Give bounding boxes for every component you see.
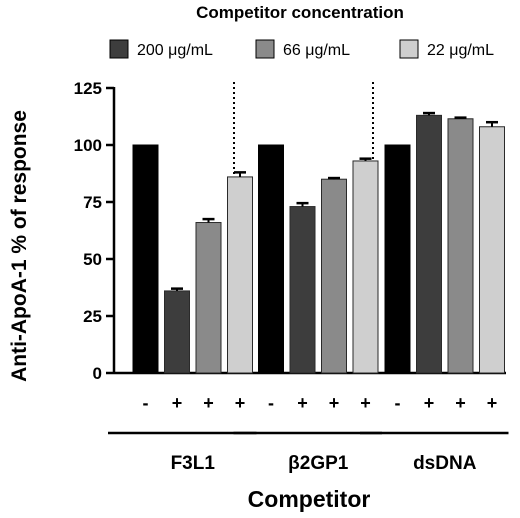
legend-title: Competitor concentration	[196, 3, 404, 22]
legend-swatch-3	[399, 39, 419, 59]
bar-1-4	[227, 176, 253, 374]
sign-label-2-2: +	[297, 393, 308, 413]
sign-label-1-4: +	[235, 393, 246, 413]
y-tick-label-25: 25	[83, 307, 102, 326]
sign-label-3-4: +	[487, 393, 498, 413]
legend: 200 μg/mL 66 μg/mL 22 μg/mL	[109, 39, 494, 59]
bar-2-2	[289, 206, 316, 374]
y-tick-label-75: 75	[83, 193, 102, 212]
group-label-1: F3L1	[171, 453, 216, 474]
bar-1-3	[195, 222, 222, 374]
x-axis-label: Competitor	[248, 486, 371, 512]
y-tick-label-100: 100	[74, 136, 102, 155]
sign-label-2-1: -	[268, 393, 274, 413]
sign-label-3-1: -	[395, 393, 401, 413]
legend-swatch-1	[109, 39, 129, 59]
sign-label-3-2: +	[424, 393, 435, 413]
legend-label-2: 66 μg/mL	[283, 42, 350, 59]
sign-label-3-3: +	[455, 393, 466, 413]
sign-label-1-2: +	[172, 393, 183, 413]
bar-3-4	[479, 126, 505, 374]
legend-label-3: 22 μg/mL	[427, 42, 494, 59]
group-label-2: β2GP1	[288, 453, 349, 474]
group-label-3: dsDNA	[413, 453, 477, 474]
sign-label-1-1: -	[143, 393, 149, 413]
y-tick-label-50: 50	[83, 250, 102, 269]
bar-2-1	[258, 144, 284, 374]
bar-3-1	[384, 144, 411, 374]
bar-2-4	[352, 160, 379, 374]
y-axis-label: Anti-ApoA-1 % of response	[8, 110, 31, 382]
legend-label-1: 200 μg/mL	[137, 42, 213, 59]
y-tick-label-125: 125	[74, 79, 102, 98]
bar-3-2	[416, 114, 442, 374]
bar-1-2	[164, 290, 190, 374]
bar-3-3	[447, 118, 474, 374]
y-tick-label-0: 0	[93, 364, 102, 383]
sign-label-2-3: +	[329, 393, 340, 413]
sign-label-2-4: +	[360, 393, 371, 413]
legend-swatch-2	[255, 39, 275, 59]
category-labels: - + + + F3L1 - + + + β2GP1 - + + + dsDNA	[108, 393, 509, 474]
bars	[132, 111, 505, 374]
bar-2-3	[321, 178, 347, 374]
bar-1-1	[132, 144, 159, 374]
sign-label-1-3: +	[203, 393, 214, 413]
